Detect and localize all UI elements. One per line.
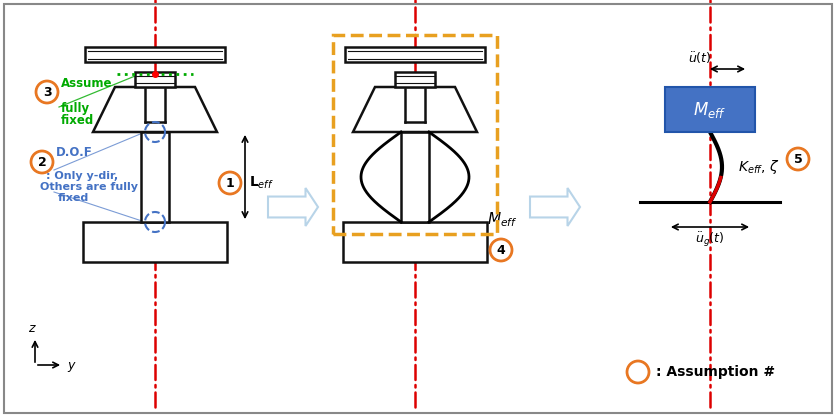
Polygon shape (93, 87, 217, 132)
Bar (135, 72, 175, 87)
Text: $\ddot{u}(t)$: $\ddot{u}(t)$ (688, 50, 711, 66)
Text: 3: 3 (43, 85, 51, 98)
Text: $\mathbf{L}_{eff}$: $\mathbf{L}_{eff}$ (249, 175, 274, 191)
Text: Assume: Assume (61, 77, 113, 90)
Text: $M_{eff}$: $M_{eff}$ (693, 100, 726, 120)
Polygon shape (530, 188, 580, 226)
Text: 1: 1 (226, 176, 234, 189)
Text: : Only y-dir,: : Only y-dir, (46, 171, 118, 181)
Bar (345, 47, 485, 62)
Bar (85, 47, 225, 62)
Bar (401, 132, 429, 222)
Text: $K_{eff}$, $\zeta$: $K_{eff}$, $\zeta$ (738, 158, 779, 176)
Polygon shape (530, 188, 580, 226)
Text: 5: 5 (793, 153, 803, 166)
Text: D.O.F: D.O.F (56, 146, 93, 159)
Text: fixed: fixed (58, 193, 89, 203)
Bar (343, 222, 487, 262)
Text: y: y (67, 359, 74, 372)
Text: : Assumption #: : Assumption # (656, 365, 775, 379)
Text: $M_{eff}$: $M_{eff}$ (487, 211, 517, 229)
Text: $\ddot{u}_g(t)$: $\ddot{u}_g(t)$ (696, 230, 725, 249)
Bar (665, 87, 755, 132)
Text: fully: fully (61, 102, 90, 115)
Text: z: z (28, 322, 34, 335)
Polygon shape (353, 87, 477, 132)
Bar (395, 72, 435, 87)
Bar (141, 132, 169, 222)
Text: fixed: fixed (61, 114, 94, 127)
Polygon shape (268, 188, 318, 226)
Bar (83, 222, 227, 262)
Text: 4: 4 (497, 244, 506, 256)
Text: 2: 2 (38, 156, 46, 168)
Bar (333, 35, 497, 234)
Polygon shape (268, 188, 318, 226)
Text: Others are fully: Others are fully (40, 182, 138, 192)
